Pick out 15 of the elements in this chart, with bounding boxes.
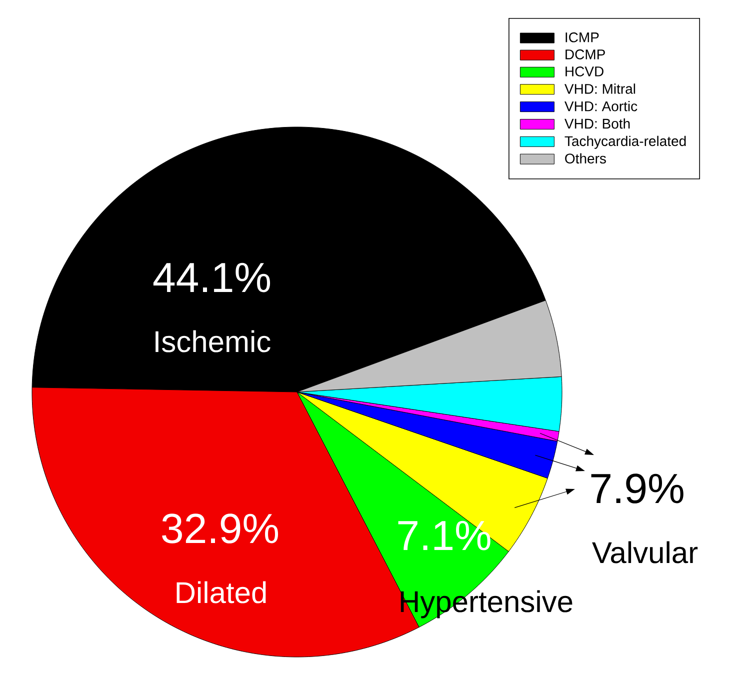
legend-label: VHD: Mitral — [564, 84, 636, 94]
text: Valvular — [592, 541, 698, 564]
data-label: 7.1% — [398, 520, 490, 550]
text: 7.9% — [591, 474, 684, 504]
legend-label: VHD: Aortic — [564, 100, 638, 112]
legend-label: DCMP — [566, 49, 605, 60]
legend-label: VHD: Both — [564, 118, 630, 129]
text: Ischemic — [156, 330, 270, 352]
legend-label: Others — [565, 153, 606, 164]
data-label: 44.1% — [153, 262, 270, 292]
legend-label: ICMP — [566, 32, 599, 42]
text: Dilated — [176, 581, 266, 604]
legend-label: Tachycardia-related — [564, 136, 686, 149]
data-label: 32.9% — [162, 514, 278, 544]
legend-label: HCVD — [566, 66, 604, 76]
